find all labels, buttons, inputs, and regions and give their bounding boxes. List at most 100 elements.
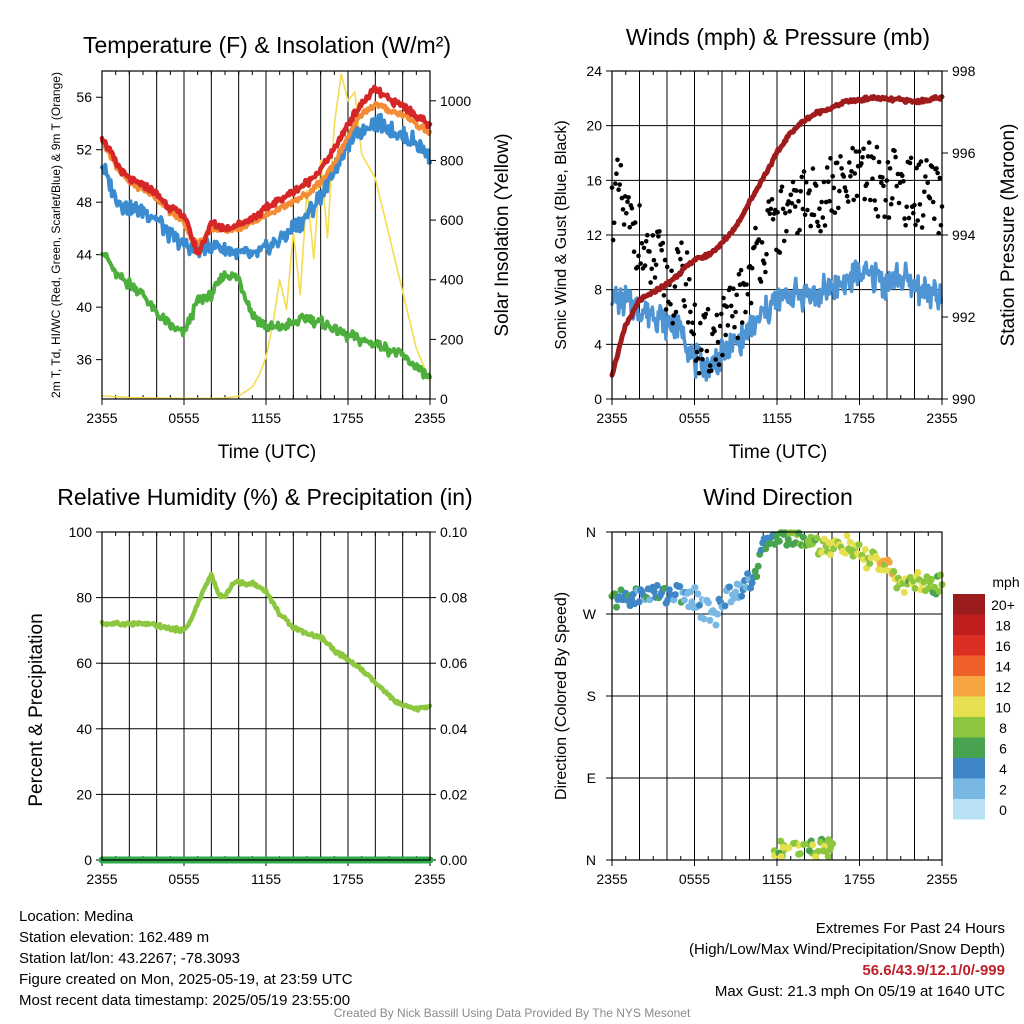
y-right-tick-label: 0.04 (440, 721, 467, 737)
gust-point (832, 210, 838, 215)
direction-point (646, 596, 654, 604)
gust-point (725, 323, 731, 328)
direction-point (753, 573, 761, 580)
gust-point (922, 189, 927, 195)
gust-point (656, 234, 661, 239)
gust-point (932, 216, 937, 221)
gust-point (728, 303, 734, 309)
series-station-pressure (609, 94, 945, 378)
y-right-tick-label: 996 (952, 145, 976, 161)
gust-point (679, 240, 684, 245)
panel-humidity: 2355 0555 1155 1755 2355 0 20 40 60 80 100 0.00 0.02… (26, 484, 473, 887)
gust-point (681, 298, 686, 303)
direction-point (676, 583, 684, 590)
gust-point (717, 323, 723, 329)
direction-point (738, 592, 746, 600)
gust-point (816, 223, 821, 229)
direction-point (688, 598, 696, 606)
direction-point (900, 588, 908, 596)
gust-point (830, 174, 835, 179)
chart-title: Temperature (F) & Insolation (W/m²) (83, 32, 451, 58)
legend-swatch (953, 717, 985, 738)
gust-point (883, 198, 888, 203)
y-right-tick-label: 800 (440, 152, 464, 168)
legend-label: 4 (999, 761, 1007, 777)
x-axis-label: Time (UTC) (729, 442, 828, 463)
x-tick-label: 2355 (86, 871, 117, 887)
y-right-tick-label: 990 (952, 391, 976, 407)
series-td (100, 252, 432, 380)
legend-swatch (953, 655, 985, 676)
gust-point (631, 249, 637, 254)
gust-point (874, 144, 880, 150)
legend-label: 14 (995, 659, 1011, 675)
gust-point (798, 189, 803, 194)
series-gust (609, 140, 945, 376)
gust-point (684, 250, 690, 255)
gust-point (864, 181, 870, 186)
direction-point (911, 584, 919, 592)
gust-point (758, 279, 764, 284)
legend-swatch (953, 799, 985, 820)
gust-point (790, 179, 796, 185)
gust-point (672, 284, 678, 289)
direction-point (706, 616, 714, 624)
x-tick-label: 1755 (332, 410, 363, 426)
gust-point (828, 156, 833, 161)
gust-point (873, 206, 879, 212)
direction-point (726, 583, 733, 591)
gust-point (868, 197, 873, 203)
gust-point (918, 159, 924, 164)
gust-point (749, 265, 755, 271)
gust-point (934, 166, 939, 171)
gust-point (743, 309, 748, 315)
legend-label: 2 (999, 782, 1007, 798)
gust-point (850, 145, 855, 151)
y-tick-label: 16 (586, 172, 602, 188)
gust-point (870, 176, 875, 181)
gust-point (919, 225, 925, 230)
gust-point (810, 166, 816, 171)
y-tick-label: 20 (76, 786, 92, 802)
extremes-title: Extremes For Past 24 Hours (815, 920, 1005, 937)
winds-grid (612, 71, 942, 399)
gust-point (661, 293, 667, 298)
gust-point (821, 179, 827, 185)
gust-point (792, 204, 798, 209)
y-tick-label: 56 (76, 89, 92, 105)
gust-point (817, 206, 822, 211)
direction-point (613, 603, 620, 611)
gust-point (847, 160, 852, 165)
direction-point (704, 599, 712, 607)
gust-point (902, 216, 907, 221)
gust-point (845, 199, 851, 204)
gust-point (815, 219, 820, 225)
gust-point (629, 206, 635, 211)
y-tick-label: 48 (76, 194, 92, 210)
x-tick-label: 0555 (168, 871, 199, 887)
gust-point (802, 212, 808, 218)
gust-point (904, 204, 909, 210)
gust-point (690, 320, 695, 326)
y-axis-label: 2m T, Td, HI/WC (Red, Green, Scarlet/Blu… (49, 72, 63, 398)
x-tick-label: 1755 (844, 871, 875, 887)
gust-point (787, 209, 792, 214)
max-gust: Max Gust: 21.3 mph On 05/19 at 1640 UTC (714, 983, 1005, 1000)
gust-point (925, 180, 930, 186)
y-tick-label: 12 (586, 227, 602, 243)
series-hi-wc (100, 112, 432, 261)
gust-point (895, 171, 901, 177)
gust-point (894, 183, 899, 189)
gust-point (682, 303, 688, 309)
y-axis-label: Sonic Wind & Gust (Blue, Black) (553, 120, 570, 349)
gust-point (688, 309, 693, 315)
chart-title: Winds (mph) & Pressure (mb) (626, 24, 930, 50)
legend-swatch (953, 737, 985, 758)
y-right-tick-label: 0.02 (440, 786, 467, 802)
speed-legend: mph 20+ 18 16 14 12 10 8 6 4 2 0 (953, 574, 1020, 820)
series-sonic-wind (610, 259, 943, 382)
gust-point (696, 370, 702, 376)
gust-point (911, 210, 916, 216)
legend-label: 20+ (991, 597, 1015, 613)
gust-point (712, 328, 717, 334)
